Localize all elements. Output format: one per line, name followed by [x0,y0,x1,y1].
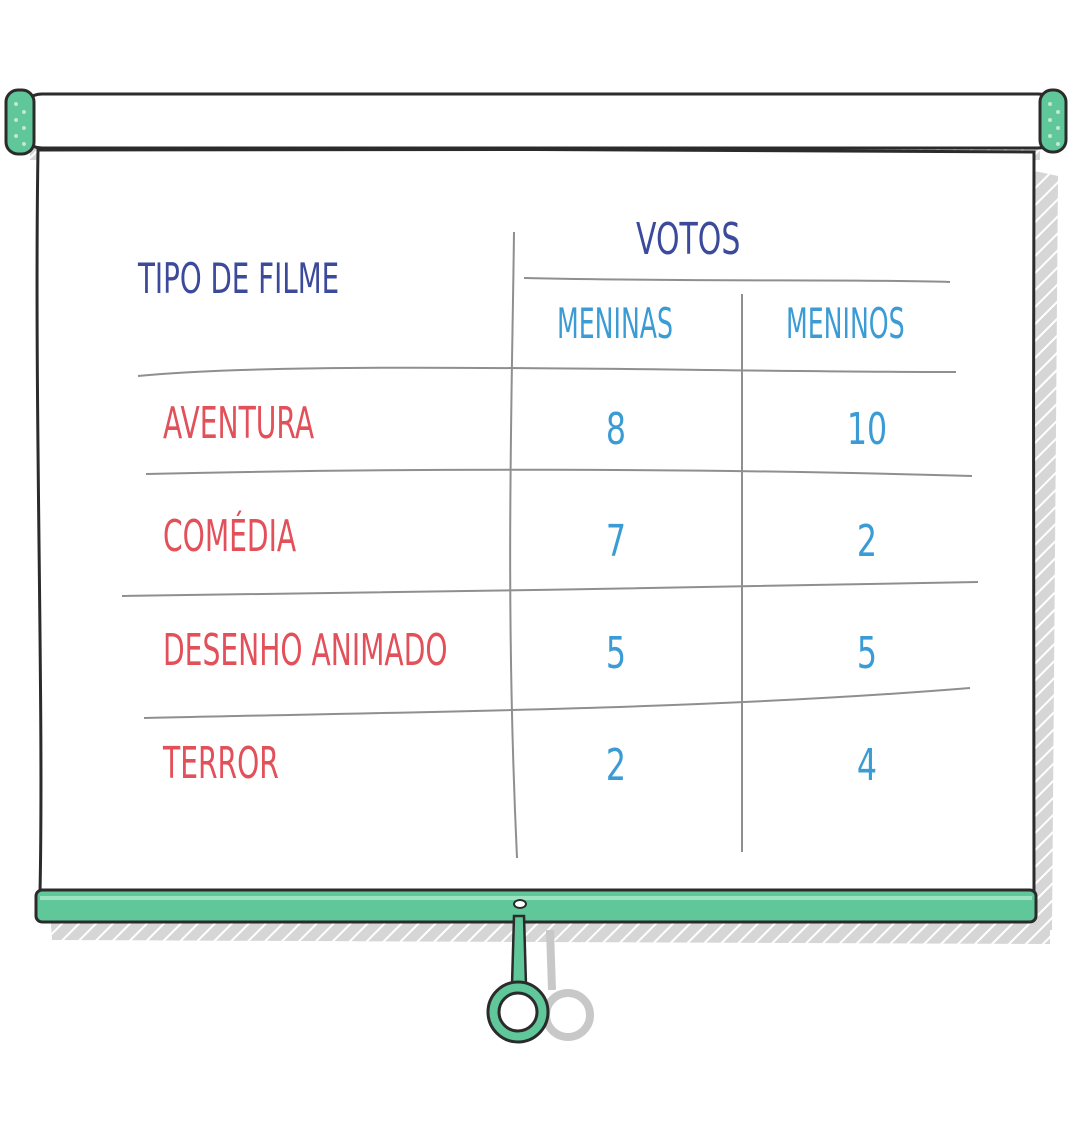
header-votes-label: VOTOS [636,214,741,265]
cell-aventura-boys: 10 [846,404,888,455]
top-roller [4,88,1068,156]
grid-line-row-1 [145,468,973,477]
cell-aventura-girls: 8 [605,404,627,455]
pull-cord-ring[interactable] [486,914,550,1044]
cell-terror-boys: 4 [856,740,878,791]
row-label-desenho-animado: Desenho Animado [163,625,448,676]
grid-line-header [137,366,957,377]
cell-desenho-boys: 5 [856,628,878,679]
grid-col-divider-main [509,231,518,859]
grid-line-votes [523,277,951,283]
header-type-label: Tipo de Filme [138,254,340,303]
row-label-terror: Terror [163,738,279,789]
grid-line-row-3 [143,687,971,719]
row-label-comedia: Comédia [163,511,297,562]
row-label-aventura: Aventura [163,398,315,449]
header-girls-label: Meninas [557,299,674,348]
cell-comedia-boys: 2 [856,516,878,567]
cell-comedia-girls: 7 [605,516,627,567]
cell-terror-girls: 2 [605,740,627,791]
bottom-bar [34,888,1038,924]
header-boys-label: Meninos [786,299,905,348]
table-grid [121,231,979,859]
grid-line-row-2 [121,581,979,597]
cell-desenho-girls: 5 [605,628,627,679]
